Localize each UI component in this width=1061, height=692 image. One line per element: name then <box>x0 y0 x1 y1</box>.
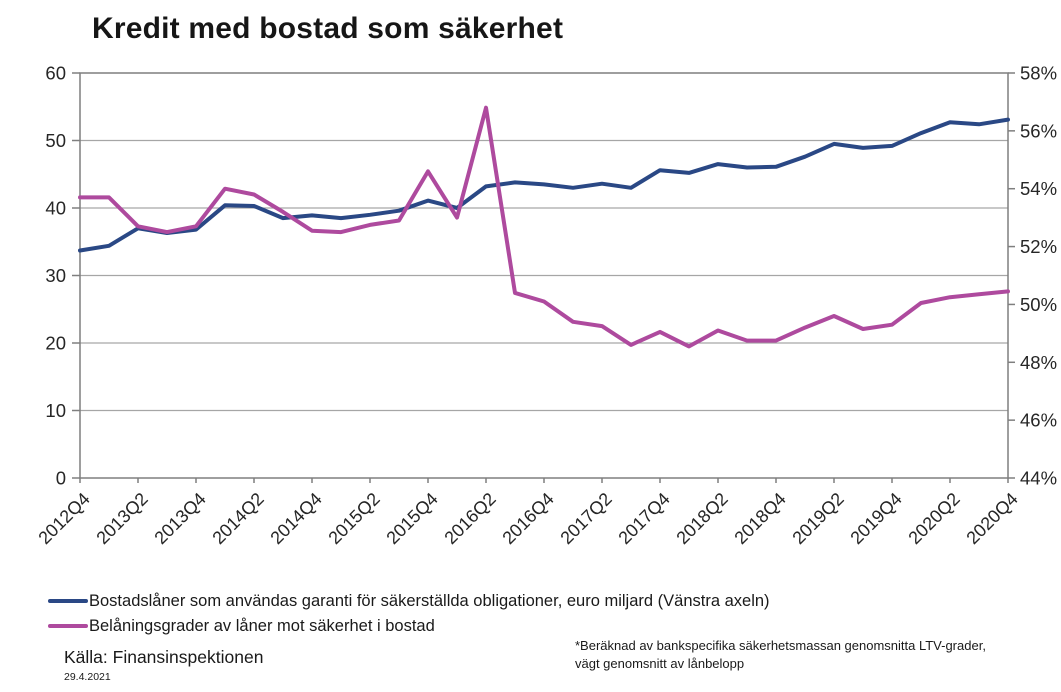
source-label: Källa: Finansinspektionen <box>64 647 264 667</box>
left-axis-label: 40 <box>45 198 66 219</box>
right-axis-label: 50% <box>1020 294 1057 315</box>
left-axis-label: 50 <box>45 130 66 151</box>
left-axis-label: 30 <box>45 265 66 286</box>
left-axis-label: 0 <box>56 468 66 489</box>
footnote: *Beräknad av bankspecifika säkerhetsmass… <box>575 638 986 671</box>
source-date: 29.4.2021 <box>64 671 111 683</box>
x-axis-label: 2013Q4 <box>150 489 209 548</box>
right-axis-label: 48% <box>1020 352 1057 373</box>
series-line-bostadslaner <box>78 117 1010 253</box>
x-axis-label: 2012Q4 <box>34 489 93 548</box>
x-axis-label: 2018Q4 <box>730 489 789 548</box>
right-axis-label: 52% <box>1020 236 1057 257</box>
legend-line-blue-icon <box>48 599 88 603</box>
legend-label-bostadslaner: Bostadslåner som användas garanti för sä… <box>89 591 770 610</box>
left-axis-label: 20 <box>45 333 66 354</box>
legend-item-belaningsgrader: Belåningsgrader av låner mot säkerhet i … <box>48 614 770 638</box>
legend-line-magenta-icon <box>48 624 88 628</box>
left-axis-label: 60 <box>45 63 66 84</box>
x-axis-label: 2019Q2 <box>788 489 847 548</box>
x-axis-label: 2018Q2 <box>672 489 731 548</box>
right-axis-label: 56% <box>1020 120 1057 141</box>
x-axis-label: 2014Q2 <box>208 489 267 548</box>
right-axis-label: 44% <box>1020 468 1057 489</box>
x-axis-label: 2020Q2 <box>904 489 963 548</box>
x-axis-label: 2014Q4 <box>266 489 325 548</box>
right-axis-label: 46% <box>1020 410 1057 431</box>
x-axis-label: 2015Q2 <box>324 489 383 548</box>
x-axis-label: 2020Q4 <box>962 489 1021 548</box>
legend: Bostadslåner som användas garanti för sä… <box>48 589 770 638</box>
left-axis-label: 10 <box>45 400 66 421</box>
chart-title: Kredit med bostad som säkerhet <box>92 12 564 45</box>
right-axis-label: 58% <box>1020 63 1057 84</box>
x-axis-label: 2016Q4 <box>498 489 557 548</box>
x-axis-label: 2019Q4 <box>846 489 905 548</box>
legend-item-bostadslaner: Bostadslåner som användas garanti för sä… <box>48 589 770 613</box>
legend-label-belaningsgrader: Belåningsgrader av låner mot säkerhet i … <box>89 616 435 635</box>
x-axis-label: 2017Q2 <box>556 489 615 548</box>
x-axis-label: 2013Q2 <box>92 489 151 548</box>
series-line-belaningsgrader <box>78 105 1010 349</box>
right-axis-label: 54% <box>1020 178 1057 199</box>
x-axis-label: 2016Q2 <box>440 489 499 548</box>
x-axis-label: 2015Q4 <box>382 489 441 548</box>
x-axis-label: 2017Q4 <box>614 489 673 548</box>
